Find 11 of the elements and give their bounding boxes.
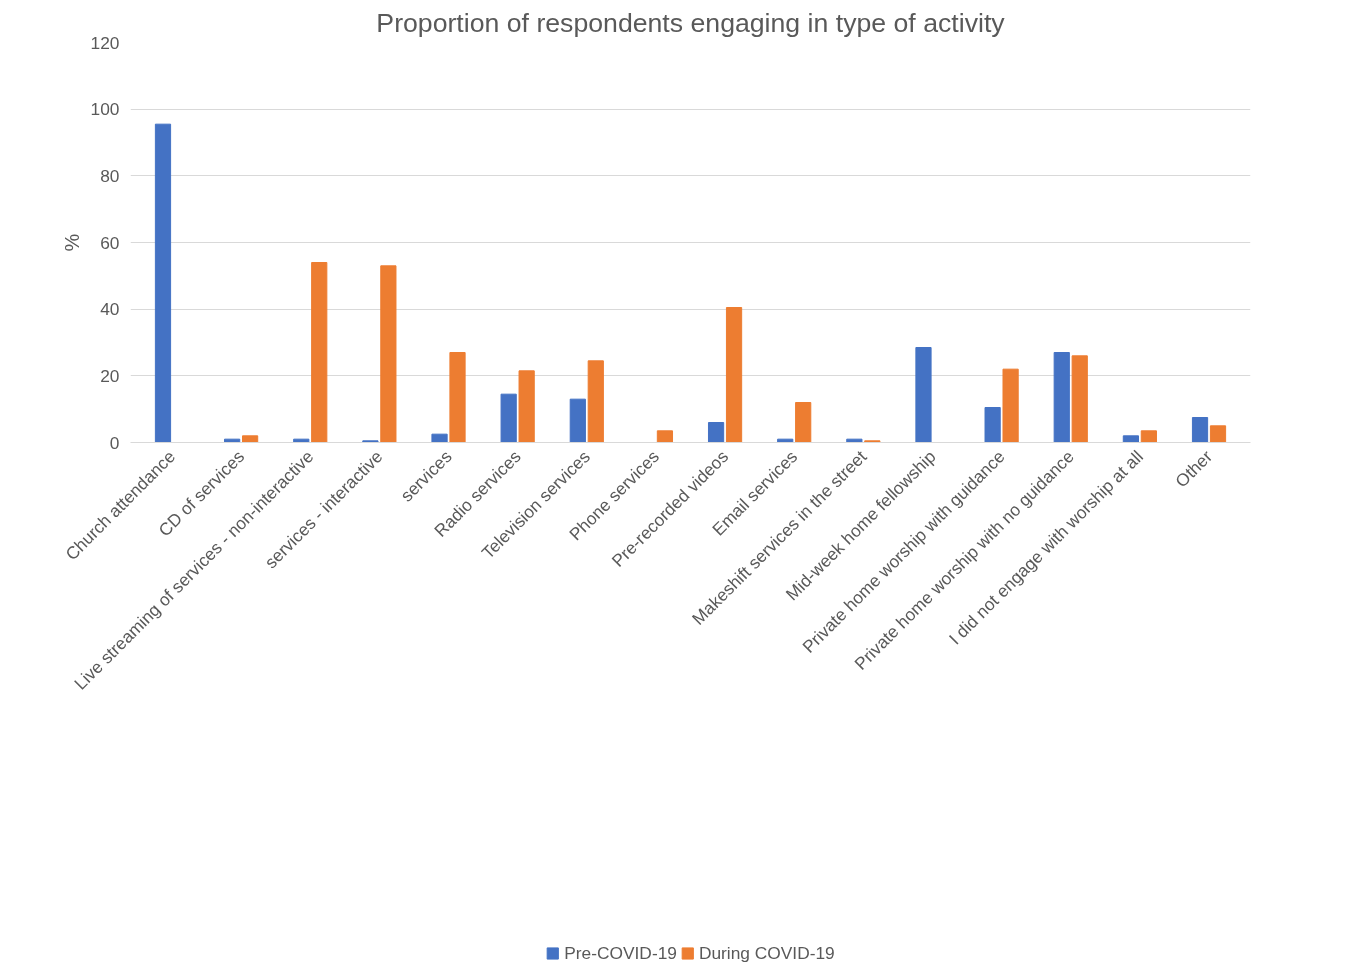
legend-label: Pre-COVID-19 <box>564 942 677 964</box>
y-tick-label: 40 <box>100 299 120 320</box>
y-tick-label: 0 <box>109 432 120 453</box>
y-tick-label: 20 <box>100 365 120 386</box>
chart-title: Proportion of respondents engaging in type of activity <box>376 7 1006 38</box>
y-tick-label: 60 <box>100 232 120 253</box>
legend-label: During COVID-19 <box>698 942 835 964</box>
y-tick-label: 120 <box>90 32 120 53</box>
y-axis-title: % <box>60 233 83 252</box>
y-tick-label: 100 <box>90 99 120 120</box>
y-tick-label: 80 <box>100 165 120 186</box>
